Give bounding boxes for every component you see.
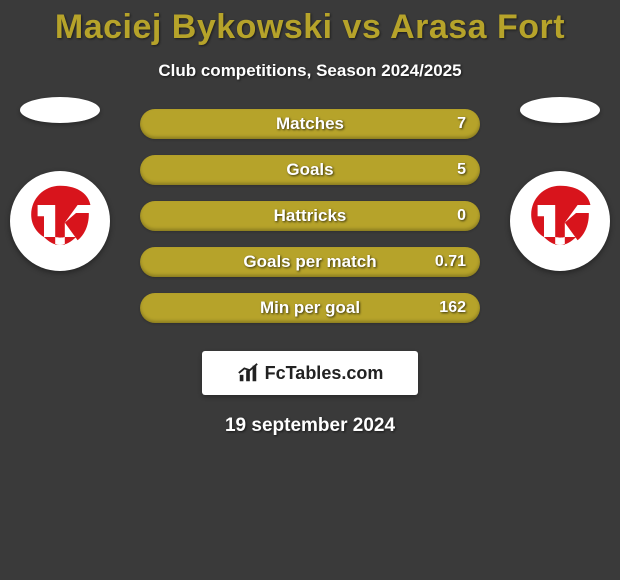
player-left-column bbox=[10, 97, 110, 271]
stat-label: Min per goal bbox=[140, 293, 480, 323]
lks-badge-icon bbox=[520, 181, 600, 261]
stat-right-value: 0 bbox=[457, 201, 466, 231]
player-left-photo-placeholder bbox=[20, 97, 100, 123]
page-subtitle: Club competitions, Season 2024/2025 bbox=[0, 61, 620, 81]
stat-label: Goals bbox=[140, 155, 480, 185]
date-text: 19 september 2024 bbox=[0, 415, 620, 437]
stat-right-value: 162 bbox=[439, 293, 466, 323]
comparison-panel: Matches 7 Goals 5 Hattricks 0 Goals per … bbox=[0, 109, 620, 339]
lks-badge-icon bbox=[20, 181, 100, 261]
stat-row: Hattricks 0 bbox=[140, 201, 480, 231]
bar-chart-icon bbox=[237, 362, 259, 384]
stat-label: Hattricks bbox=[140, 201, 480, 231]
brand-text: FcTables.com bbox=[265, 363, 384, 384]
stat-row: Goals 5 bbox=[140, 155, 480, 185]
club-badge-right bbox=[510, 171, 610, 271]
stat-row: Goals per match 0.71 bbox=[140, 247, 480, 277]
stat-right-value: 5 bbox=[457, 155, 466, 185]
brand-box: FcTables.com bbox=[202, 351, 418, 395]
page-title: Maciej Bykowski vs Arasa Fort bbox=[0, 0, 620, 47]
stat-bars: Matches 7 Goals 5 Hattricks 0 Goals per … bbox=[140, 109, 480, 339]
stat-right-value: 0.71 bbox=[435, 247, 466, 277]
stat-right-value: 7 bbox=[457, 109, 466, 139]
club-badge-left bbox=[10, 171, 110, 271]
player-right-photo-placeholder bbox=[520, 97, 600, 123]
stat-label: Goals per match bbox=[140, 247, 480, 277]
stat-row: Matches 7 bbox=[140, 109, 480, 139]
player-right-column bbox=[510, 97, 610, 271]
stat-label: Matches bbox=[140, 109, 480, 139]
stat-row: Min per goal 162 bbox=[140, 293, 480, 323]
